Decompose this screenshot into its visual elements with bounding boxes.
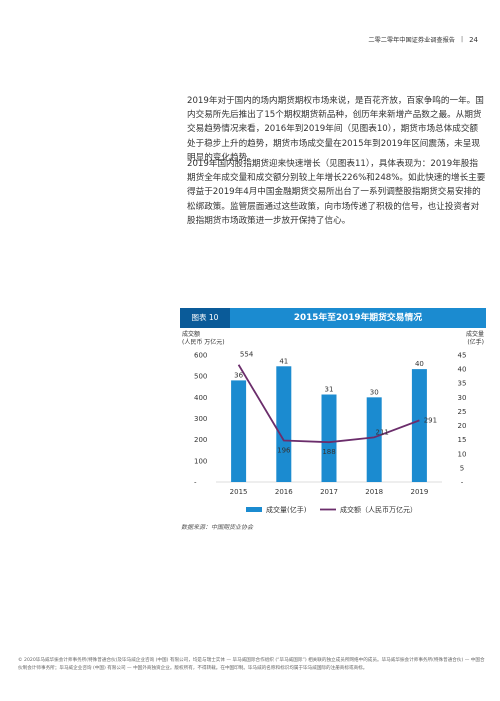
left-tick-label: 400 <box>194 394 207 402</box>
right-tick-label: 30 <box>458 394 467 402</box>
turnover-data-label: 196 <box>277 447 291 455</box>
volume-bar <box>231 380 247 482</box>
paragraph-line: 2019年对于国内的场内期货期权市场来说，是百花齐放，百家争鸣的一年。国 <box>187 96 484 106</box>
paragraph-line: 期货全年成交量和成交额分别较上年增长226%和248%。如此快速的增长主要 <box>187 173 486 184</box>
figure-10: 图表 10 2015年至2019年期货交易情况 成交额 (人民币 万亿元) 成交量(… <box>180 308 486 530</box>
volume-data-label: 41 <box>279 357 288 365</box>
paragraph-line: 交易趋势情况来看，2016年到2019年间（见图表10），期货市场总体成交额 <box>187 124 479 135</box>
left-tick-label: 300 <box>194 415 207 423</box>
right-tick-label: 5 <box>460 464 464 472</box>
volume-bar <box>321 394 337 482</box>
volume-data-label: 40 <box>415 360 424 368</box>
paragraph-line: 松绑政策。监管层面通过这些政策，向市场传递了积极的信号，也让投资者对 <box>187 201 480 212</box>
right-tick-label: 35 <box>458 380 467 388</box>
left-tick-label: 100 <box>194 457 207 465</box>
header-separator: | <box>460 36 464 43</box>
volume-data-label: 30 <box>370 388 379 396</box>
legend-label-volume: 成交量(亿手) <box>266 505 307 514</box>
volume-data-label: 36 <box>234 371 243 379</box>
right-axis-title: 成交量 <box>466 330 484 338</box>
futures-trading-chart: 成交额(人民币 万亿元) 成交量(亿手) 600 500 400 300 200 100 - 45… <box>182 330 484 514</box>
figure-tag: 图表 10 <box>180 308 230 328</box>
left-tick-label: 500 <box>194 373 207 381</box>
report-title: 二零二零年中国证券业调查报告 <box>368 37 455 44</box>
left-axis-title: (人民币 万亿元) <box>182 338 225 346</box>
right-tick-label: 20 <box>458 422 467 430</box>
legend-swatch-volume <box>246 507 262 512</box>
category-label: 2015 <box>230 488 248 496</box>
paragraph-1: 2019年对于国内的场内期货期权市场来说，是百花齐放，百家争鸣的一年。国 内交易… <box>187 94 484 165</box>
volume-bar <box>411 369 427 482</box>
right-tick-label: 40 <box>458 366 467 374</box>
turnover-data-label: 188 <box>322 448 335 456</box>
paragraph-line: 明显的变化趋势。 <box>187 152 256 163</box>
right-tick-label: 15 <box>458 436 467 444</box>
page-number: 24 <box>469 35 478 44</box>
volume-bar <box>276 366 292 482</box>
left-tick-label: - <box>194 479 197 487</box>
right-tick-label: 45 <box>458 352 467 360</box>
right-tick-label: - <box>461 479 464 487</box>
legend-label-turnover: 成交额（人民币万亿元） <box>340 505 417 514</box>
paragraph-line: 得益于2019年4月中国金融期货交易所出台了一系列调整股指期货交易安排的 <box>187 187 481 198</box>
left-axis-title: 成交额 <box>182 330 200 338</box>
volume-data-label: 31 <box>325 386 334 394</box>
turnover-data-label: 211 <box>376 428 389 436</box>
category-label: 2016 <box>275 488 293 496</box>
turnover-line <box>237 364 420 444</box>
paragraph-line: 2019年国内股指期货迎来快速增长（见图表11），具体表现为：2019年股指 <box>187 159 479 169</box>
left-tick-label: 600 <box>194 352 207 360</box>
right-axis-title: (亿手) <box>467 338 484 346</box>
turnover-data-label: 554 <box>240 351 254 359</box>
page-footer: © 2020毕马威华振会计师事务所(特殊普通合伙)及毕马威企业咨询 (中国) 有… <box>18 658 485 671</box>
category-label: 2019 <box>410 488 428 496</box>
paragraph-2: 2019年国内股指期货迎来快速增长（见图表11），具体表现为：2019年股指 期… <box>187 157 486 228</box>
figure-title: 2015年至2019年期货交易情况 <box>293 313 423 323</box>
paragraph-line: 股指期货市场政策进一步放开保持了信心。 <box>187 215 351 226</box>
paragraph-line: 处于稳步上升的趋势，期货市场成交量在2015年到2019年区间震荡，未呈现 <box>187 138 480 149</box>
volume-bar <box>366 397 382 482</box>
left-tick-label: 200 <box>194 436 207 444</box>
turnover-data-label: 291 <box>424 416 437 424</box>
figure-source: 数据来源：中国期货业协会 <box>181 524 254 531</box>
page-header: 二零二零年中国证券业调查报告 | 24 <box>368 35 478 45</box>
right-tick-label: 25 <box>458 408 467 416</box>
figure-header-bar: 图表 10 2015年至2019年期货交易情况 <box>180 308 486 328</box>
category-label: 2018 <box>365 488 383 496</box>
right-tick-label: 10 <box>458 450 467 458</box>
paragraph-line: 内交易所先后推出了15个期权期货新品种，创历年来新增产品数之最。从期货 <box>187 110 482 121</box>
category-label: 2017 <box>320 488 338 496</box>
